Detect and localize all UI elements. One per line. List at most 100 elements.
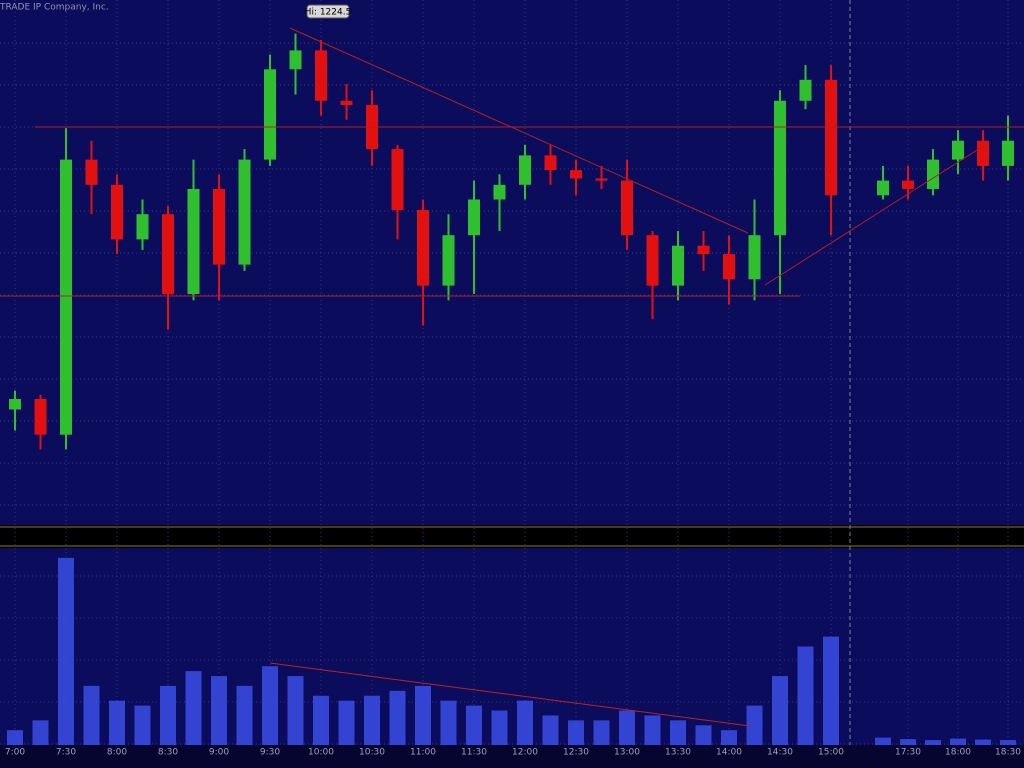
candle-body [774,100,786,236]
volume-bar [491,710,508,745]
volume-bar [619,710,635,745]
candle-body [85,159,98,185]
volume-bar [695,725,712,745]
volume-bar [593,720,610,745]
candle-body [136,214,149,240]
volume-bar [313,695,329,745]
volume-bar [746,705,763,745]
volume-bar [797,646,814,745]
volume-bar [262,666,278,745]
candle-body [977,140,989,166]
x-tick-label: 14:30 [767,748,793,758]
volume-bar [109,700,125,745]
candle-body [672,245,684,286]
volume-bar [364,695,380,745]
candle-body [315,50,327,101]
volume-bar [721,730,737,745]
candle-body [9,399,21,410]
candle-body [162,214,174,294]
volume-bar [644,715,661,745]
candle-body [952,140,964,160]
candle-body [723,254,735,280]
candle-body [34,399,47,435]
volume-bar [32,720,49,745]
candle-body [187,189,200,294]
trend-line [764,144,986,286]
volume-bar [83,685,100,745]
x-tick-label: 12:30 [563,748,589,758]
volume-bar [389,690,406,745]
candle-body [417,210,429,286]
candle-body [519,155,531,185]
candle-body [391,149,404,210]
candle-body [570,170,582,179]
volume-bar [772,676,788,745]
x-tick-label: 13:00 [614,748,640,758]
candle-body [697,245,710,255]
marks [7,33,1016,745]
pane-divider [0,525,1024,548]
volume-bar [160,685,176,745]
candle-body [544,155,557,171]
volume-bar [517,700,533,745]
x-tick-label: 9:30 [260,748,280,758]
candle-body [646,235,659,286]
volume-bar [415,685,431,745]
candle-body [799,79,812,101]
volume-bar [211,676,227,745]
volume-bar [466,705,482,745]
volume-trend-line [269,662,751,727]
candle-body [264,69,276,160]
x-tick-label: 11:00 [410,748,436,758]
x-tick-label: 9:00 [209,748,229,758]
candle-body [902,180,914,189]
volume-bar [185,671,202,745]
volume-bar [134,705,151,745]
candle-body [595,178,608,181]
x-tick-label: 12:00 [512,748,538,758]
volume-bar [925,740,941,745]
volume-bar [58,557,74,745]
candle-body [289,50,302,70]
x-tick-label: 7:30 [56,748,76,758]
volume-bar [287,676,304,745]
candle-body [748,235,761,280]
x-tick-label: 7:00 [5,748,25,758]
volume-bar [950,738,966,745]
x-tick-label: 17:30 [895,748,921,758]
copyright: TRADE IP Company, Inc. [0,3,109,13]
price-pane [0,0,1024,525]
volume-bar [975,739,991,745]
candle-body [877,180,889,196]
high-label: Hi: 1224.5 [305,8,352,18]
x-tick-label: 11:30 [461,748,487,758]
candle-body [621,180,633,236]
candle-body [340,100,353,105]
volume-bar [1000,740,1016,745]
trend-line [289,27,749,234]
x-tick-label: 8:00 [107,748,127,758]
candle-body [442,235,455,286]
volume-bar [236,685,253,745]
candle-body [213,189,225,265]
x-tick-label: 13:30 [665,748,691,758]
volume-bar [568,720,584,745]
candle-body [111,184,123,240]
volume-bar [542,715,559,745]
candle-body [493,184,506,200]
candle-body [1002,140,1014,166]
volume-bar [823,636,839,745]
x-tick-label: 15:00 [818,748,844,758]
high-label-box [306,4,350,19]
candle-body [238,159,251,265]
volume-bar [900,739,916,745]
x-tick-label: 18:00 [945,748,971,758]
candle-body [825,79,837,196]
x-tick-label: 10:00 [308,748,334,758]
volume-bar [7,730,23,745]
x-tick-label: 10:30 [359,748,385,758]
volume-bar [875,737,891,745]
x-tick-label: 8:30 [158,748,178,758]
volume-bar [338,700,355,745]
